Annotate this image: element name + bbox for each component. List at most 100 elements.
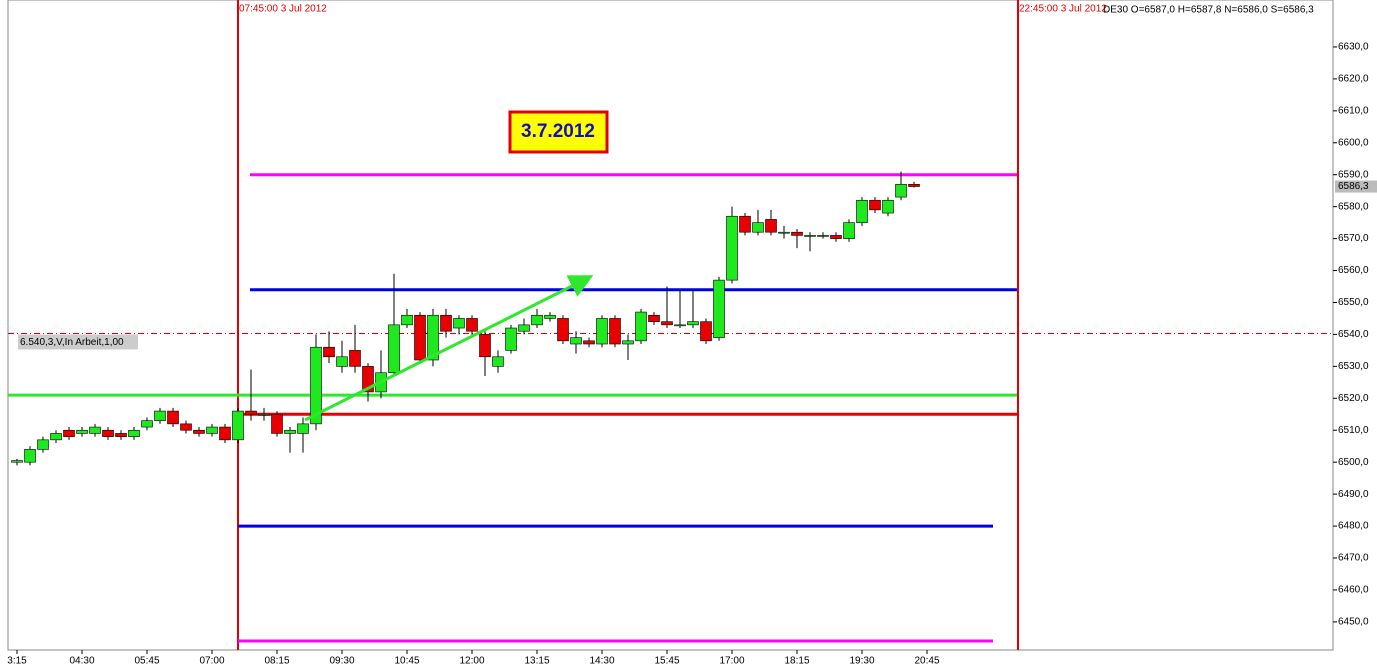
trend-arrow	[304, 275, 594, 422]
y-tick-label: 6480,0	[1338, 521, 1369, 532]
annotation-box	[508, 110, 609, 154]
candle-body	[89, 426, 101, 434]
candle-body	[128, 429, 140, 437]
candle-body	[817, 235, 829, 237]
candle-body	[908, 183, 920, 187]
candle-body	[193, 429, 205, 434]
x-tick-label: 07:00	[199, 656, 224, 667]
candle-body	[427, 314, 439, 361]
y-tick-label: 6630,0	[1338, 42, 1369, 53]
x-tick-label: 17:00	[719, 656, 744, 667]
candle-body	[778, 231, 790, 234]
candle-body	[726, 215, 738, 281]
candle-body	[414, 314, 426, 361]
candle-body	[245, 410, 257, 415]
candle-body	[687, 321, 699, 326]
candle-body	[700, 321, 712, 342]
candle-body	[440, 314, 452, 332]
y-tick-label: 6500,0	[1338, 457, 1369, 468]
candle-body	[63, 429, 75, 437]
candle-body	[453, 318, 465, 329]
candle-body	[518, 324, 530, 332]
candle-body	[206, 426, 218, 434]
x-tick-label: 15:45	[654, 656, 679, 667]
candle-body	[11, 460, 23, 463]
legend: DE30 O=6587,0 H=6587,8 N=6586,0 S=6586,3	[1103, 5, 1314, 16]
candle-body	[167, 410, 179, 425]
candle-body	[570, 337, 582, 345]
candle-body	[739, 215, 751, 233]
candle-body	[219, 426, 231, 441]
x-tick-label: 20:45	[914, 656, 939, 667]
candle-body	[895, 183, 907, 198]
candle-body	[869, 199, 881, 211]
x-tick-label: 14:30	[589, 656, 614, 667]
last-price-label: 6586,3	[1338, 181, 1369, 192]
y-tick-label: 6620,0	[1338, 74, 1369, 85]
candle-body	[323, 346, 335, 358]
y-tick-label: 6520,0	[1338, 393, 1369, 404]
candle-body	[258, 413, 270, 416]
candle-body	[362, 366, 374, 393]
candle-body	[791, 231, 803, 236]
candle-body	[804, 235, 816, 237]
candle-body	[336, 356, 348, 367]
candle-body	[492, 356, 504, 367]
candle-body	[596, 318, 608, 345]
session-label: 22:45:00 3 Jul 2012	[1019, 4, 1107, 15]
y-tick-label: 6580,0	[1338, 201, 1369, 212]
candle-body	[635, 311, 647, 342]
order-label: 6.540,3,V,In Arbeit,1,00	[20, 337, 124, 348]
candle-body	[76, 429, 88, 434]
candle-body	[752, 222, 764, 233]
x-tick-label: 3:15	[7, 656, 27, 667]
candle-body	[830, 235, 842, 239]
candle-body	[674, 324, 686, 327]
session-label: 07:45:00 3 Jul 2012	[239, 4, 327, 15]
candle-body	[648, 314, 660, 322]
y-tick-label: 6570,0	[1338, 233, 1369, 244]
annotation: 3.7.2012	[521, 121, 595, 142]
candle-body	[843, 222, 855, 239]
candle-body	[882, 199, 894, 214]
candle-body	[479, 334, 491, 358]
candle-body	[24, 449, 36, 463]
y-tick-label: 6560,0	[1338, 265, 1369, 276]
candle-body	[401, 314, 413, 326]
y-tick-label: 6610,0	[1338, 105, 1369, 116]
candle-body	[466, 318, 478, 332]
y-tick-label: 6600,0	[1338, 137, 1369, 148]
x-tick-label: 04:30	[69, 656, 94, 667]
candle-body	[284, 429, 296, 434]
candle-body	[115, 433, 127, 437]
candle-body	[310, 346, 322, 425]
y-tick-label: 6490,0	[1338, 489, 1369, 500]
candle-body	[232, 410, 244, 441]
candle-body	[856, 199, 868, 223]
x-tick-label: 19:30	[849, 656, 874, 667]
candle-body	[713, 279, 725, 338]
order-label-box	[18, 334, 138, 350]
y-tick-label: 6510,0	[1338, 425, 1369, 436]
y-tick-label: 6540,0	[1338, 329, 1369, 340]
candle-body	[505, 327, 517, 351]
candle-body	[544, 314, 556, 319]
x-tick-label: 13:15	[524, 656, 549, 667]
x-tick-label: 10:45	[394, 656, 419, 667]
y-tick-label: 6470,0	[1338, 553, 1369, 564]
x-tick-label: 18:15	[784, 656, 809, 667]
last-price-box	[1335, 180, 1377, 193]
candle-body	[154, 410, 166, 421]
y-tick-label: 6530,0	[1338, 361, 1369, 372]
candle-body	[180, 423, 192, 431]
candle-body	[609, 318, 621, 345]
candle-body	[141, 420, 153, 428]
candle-body	[349, 350, 361, 367]
y-tick-label: 6460,0	[1338, 585, 1369, 596]
x-tick-label: 05:45	[134, 656, 159, 667]
x-tick-label: 08:15	[264, 656, 289, 667]
candle-body	[102, 429, 114, 437]
candle-body	[50, 433, 62, 441]
y-tick-label: 6450,0	[1338, 617, 1369, 628]
candle-body	[765, 219, 777, 233]
